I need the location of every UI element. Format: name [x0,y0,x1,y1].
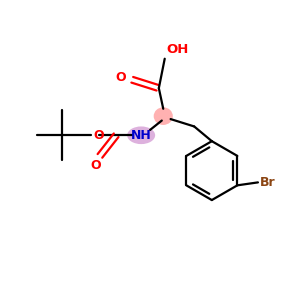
Text: O: O [94,129,104,142]
Text: O: O [115,71,126,84]
Text: Br: Br [260,176,275,189]
Ellipse shape [154,107,173,125]
Text: O: O [90,159,101,172]
Text: OH: OH [166,43,189,56]
Ellipse shape [127,126,155,144]
Text: NH: NH [131,129,152,142]
